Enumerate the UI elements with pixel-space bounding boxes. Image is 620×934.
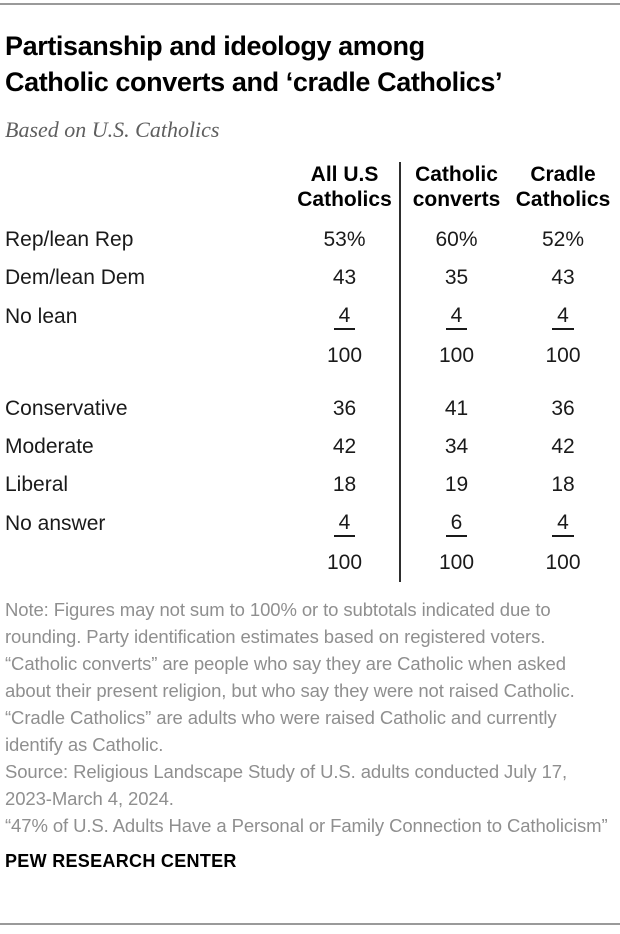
subtotal-value: 4 <box>552 512 574 537</box>
footnotes: Note: Figures may not sum to 100% or to … <box>5 596 614 839</box>
cell-value: 35 <box>399 259 512 297</box>
page-title-line-2: Catholic converts and ‘cradle Catholics’ <box>5 67 503 97</box>
table-row: No lean 4 4 4 <box>5 297 614 337</box>
header-empty-cell <box>5 162 290 221</box>
note-text: Note: Figures may not sum to 100% or to … <box>5 599 575 755</box>
subtotal-value: 4 <box>333 512 356 537</box>
column-header-catholic-converts: Catholic converts <box>399 162 512 221</box>
cell-value: 6 <box>399 504 512 544</box>
chart-card: Partisanship and ideology among Catholic… <box>5 28 614 871</box>
cell-value: 42 <box>332 435 357 458</box>
table-row: Rep/lean Rep 53% 60% 52% <box>5 221 614 259</box>
source-text: Source: Religious Landscape Study of U.S… <box>5 761 568 809</box>
section-spacer-row <box>5 375 614 390</box>
cell-value: 41 <box>399 390 512 428</box>
total-value: 100 <box>545 344 581 367</box>
page-title: Partisanship and ideology among Catholic… <box>5 28 614 100</box>
cell-value: 53% <box>323 228 366 251</box>
page-subtitle: Based on U.S. Catholics <box>5 117 220 142</box>
table-row: No answer 4 6 4 <box>5 504 614 544</box>
total-value: 100 <box>326 551 363 574</box>
subtotal-value: 4 <box>333 305 356 330</box>
cell-value: 43 <box>332 266 357 289</box>
row-label: Moderate <box>5 435 94 458</box>
cell-value: 4 <box>512 504 614 544</box>
row-label: Liberal <box>5 473 69 496</box>
cell-value: 60% <box>399 221 512 259</box>
table-row: Conservative 36 41 36 <box>5 390 614 428</box>
row-label: Rep/lean Rep <box>5 228 134 251</box>
row-label: Conservative <box>5 397 128 420</box>
top-rule <box>0 3 620 5</box>
row-label <box>5 337 290 375</box>
total-value: 100 <box>399 544 512 582</box>
total-value: 100 <box>399 337 512 375</box>
cell-value: 19 <box>399 466 512 504</box>
cell-value: 4 <box>399 297 512 337</box>
total-row: 100 100 100 <box>5 544 614 582</box>
cell-value: 42 <box>551 435 575 458</box>
total-row: 100 100 100 <box>5 337 614 375</box>
cell-value: 18 <box>551 473 575 496</box>
table-row: Liberal 18 19 18 <box>5 466 614 504</box>
column-header-cradle-catholics: Cradle Catholics <box>515 163 611 211</box>
pew-research-center-wordmark: PEW RESEARCH CENTER <box>5 851 237 871</box>
page-title-line-1: Partisanship and ideology among <box>5 31 425 61</box>
cell-value: 52% <box>541 228 585 251</box>
total-value: 100 <box>326 344 363 367</box>
cell-value: 36 <box>332 397 357 420</box>
row-label <box>5 544 290 582</box>
table-row: Dem/lean Dem 43 35 43 <box>5 259 614 297</box>
subtotal-value: 4 <box>445 305 468 330</box>
row-label: No lean <box>5 305 78 328</box>
cell-value: 18 <box>332 473 357 496</box>
subtotal-value: 6 <box>445 512 468 537</box>
stats-table: All U.S Catholics Catholic converts Crad… <box>5 162 614 582</box>
column-header-all-us-catholics: All U.S Catholics <box>297 163 392 211</box>
cell-value: 34 <box>399 428 512 466</box>
row-label: Dem/lean Dem <box>5 266 146 289</box>
cell-value: 4 <box>512 297 614 337</box>
total-value: 100 <box>545 551 581 574</box>
subtotal-value: 4 <box>552 305 574 330</box>
cell-value: 4 <box>290 297 400 337</box>
cell-value: 4 <box>290 504 400 544</box>
row-label: No answer <box>5 512 106 535</box>
bottom-rule <box>0 923 620 925</box>
cell-value: 43 <box>551 266 575 289</box>
report-title-text: “47% of U.S. Adults Have a Personal or F… <box>5 815 608 836</box>
cell-value: 36 <box>551 397 575 420</box>
table-row: Moderate 42 34 42 <box>5 428 614 466</box>
header-row: All U.S Catholics Catholic converts Crad… <box>5 162 614 221</box>
